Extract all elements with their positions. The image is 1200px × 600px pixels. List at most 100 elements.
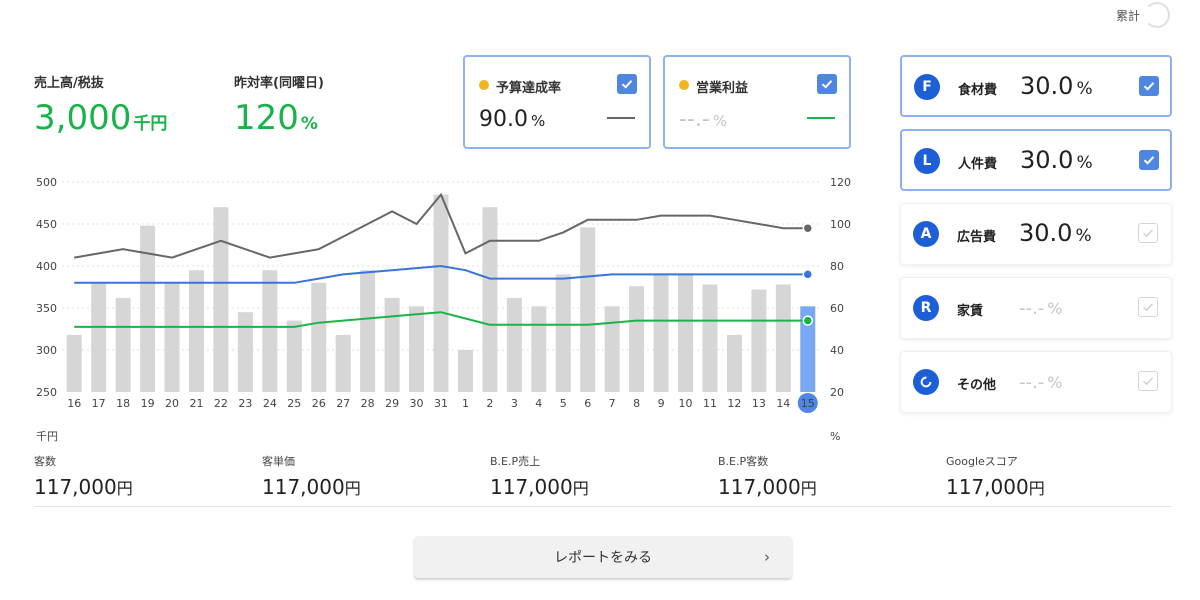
operating-profit-checkbox[interactable] <box>817 74 837 94</box>
ratio-checkbox[interactable] <box>1139 150 1159 170</box>
x-axis-tick: 11 <box>703 397 717 410</box>
x-axis-tick: 3 <box>511 397 518 410</box>
ratio-label: 人件費 <box>958 157 998 172</box>
profit-legend-line <box>807 117 835 119</box>
x-axis-tick: 25 <box>287 397 301 410</box>
x-axis-tick: 7 <box>609 397 616 410</box>
right-axis-tick: 40 <box>830 344 844 357</box>
ratio-checkbox[interactable] <box>1139 76 1159 96</box>
ratio-row-rent[interactable]: R 家賃 --.-% <box>900 277 1172 339</box>
ratio-row-other-cost[interactable]: その他 --.-% <box>900 351 1172 413</box>
chart-bar <box>286 320 302 392</box>
yoy-unit: % <box>300 114 318 134</box>
chart-series-line <box>74 192 808 259</box>
chart-bar <box>751 289 767 392</box>
operating-profit-unit: % <box>712 112 728 130</box>
x-axis-tick: 2 <box>486 397 493 410</box>
stat-avg-spend: 客単価 117,000円 <box>262 453 361 499</box>
yoy-label: 昨対率(同曜日) <box>234 76 324 91</box>
refresh-circle-icon <box>913 369 939 395</box>
chart-bar <box>555 274 571 392</box>
chart-bar <box>800 306 816 392</box>
stat-bep-sales: B.E.P売上 117,000円 <box>490 453 589 499</box>
ratio-unit: % <box>1075 226 1092 246</box>
ratio-value-group: 30.0% <box>1020 146 1093 174</box>
x-axis-tick: 27 <box>336 397 350 410</box>
x-axis-tick: 23 <box>238 397 252 410</box>
ratio-checkbox[interactable] <box>1138 223 1158 243</box>
checkmark-icon <box>1143 377 1154 386</box>
ratio-value: --.- <box>1019 372 1045 393</box>
x-axis-tick: 31 <box>434 397 448 410</box>
operating-profit-card[interactable]: 営業利益 --.-% <box>663 55 851 149</box>
checkmark-icon <box>821 80 833 89</box>
stat-bep-customers: B.E.P客数 117,000円 <box>718 453 817 499</box>
chart-bar <box>482 207 498 392</box>
chart-bar <box>409 306 425 392</box>
chart-bar <box>629 286 645 392</box>
ratio-letter-badge: F <box>914 74 940 100</box>
chart-bar <box>213 207 229 392</box>
budget-rate-checkbox[interactable] <box>617 74 637 94</box>
chart-bar <box>311 282 327 392</box>
chart-bar <box>506 297 522 392</box>
ratio-value: --.- <box>1019 298 1045 319</box>
chevron-right-icon: › <box>764 548 770 566</box>
checkmark-icon <box>1143 303 1154 312</box>
operating-profit-value: --.- <box>679 107 710 132</box>
chart-bar <box>678 274 694 392</box>
budget-rate-value: 90.0 <box>479 107 528 132</box>
ratio-value: 30.0 <box>1020 72 1074 100</box>
left-axis-tick: 350 <box>36 302 57 315</box>
stat-customer-count: 客数 117,000円 <box>34 453 133 499</box>
operating-profit-label: 営業利益 <box>696 81 749 96</box>
ratio-row-ad-cost[interactable]: A 広告費 30.0% <box>900 203 1172 265</box>
toggle-switch-icon[interactable] <box>1144 2 1170 28</box>
x-axis-tick: 9 <box>658 397 665 410</box>
sales-unit: 千円 <box>133 114 168 134</box>
x-axis-tick: 20 <box>165 397 179 410</box>
chart-bar <box>335 334 351 392</box>
stat-value: 117,000 <box>262 475 345 499</box>
chart-bar <box>115 297 131 392</box>
ratio-row-food-cost[interactable]: F 食材費 30.0% <box>900 55 1172 117</box>
checkmark-icon <box>1143 82 1155 91</box>
ratio-label: 食材費 <box>958 83 998 98</box>
stat-value: 117,000 <box>490 475 573 499</box>
ratio-checkbox[interactable] <box>1138 371 1158 391</box>
cumulative-toggle[interactable]: 累計 <box>1116 2 1170 28</box>
ratio-label: 広告費 <box>957 230 997 245</box>
x-axis-tick: 28 <box>361 397 375 410</box>
series-end-marker <box>802 269 814 280</box>
ratio-value-group: --.-% <box>1019 372 1062 393</box>
ratio-value: 30.0 <box>1020 146 1074 174</box>
ratio-row-labor-cost[interactable]: L 人件費 30.0% <box>900 129 1172 191</box>
right-axis-tick: 120 <box>830 176 851 189</box>
stat-label: B.E.P客数 <box>718 455 769 468</box>
stat-unit: 円 <box>116 479 133 498</box>
x-axis-tick: 17 <box>92 397 106 410</box>
chart-bar <box>360 270 376 392</box>
checkmark-icon <box>1143 229 1154 238</box>
x-axis-tick: 26 <box>312 397 326 410</box>
ratio-label: 家賃 <box>957 304 984 319</box>
chart-bar <box>604 306 620 392</box>
stat-value: 117,000 <box>946 475 1029 499</box>
x-axis-tick: 6 <box>584 397 591 410</box>
stat-unit: 円 <box>572 479 589 498</box>
chart-bar <box>262 270 278 392</box>
status-dot-icon <box>479 80 489 90</box>
stat-value: 117,000 <box>34 475 117 499</box>
left-axis-tick: 450 <box>36 218 57 231</box>
checkmark-icon <box>621 80 633 89</box>
x-axis-tick: 1 <box>462 397 469 410</box>
right-axis-unit: % <box>830 430 840 443</box>
view-report-button[interactable]: レポートをみる › <box>414 536 792 578</box>
budget-rate-card[interactable]: 予算達成率 90.0% <box>463 55 651 149</box>
ratio-checkbox[interactable] <box>1138 297 1158 317</box>
right-axis-tick: 60 <box>830 302 844 315</box>
selected-day-marker <box>797 393 818 413</box>
ratio-letter-badge: A <box>913 221 939 247</box>
x-axis-tick: 14 <box>776 397 790 410</box>
chart-bar <box>237 312 253 392</box>
